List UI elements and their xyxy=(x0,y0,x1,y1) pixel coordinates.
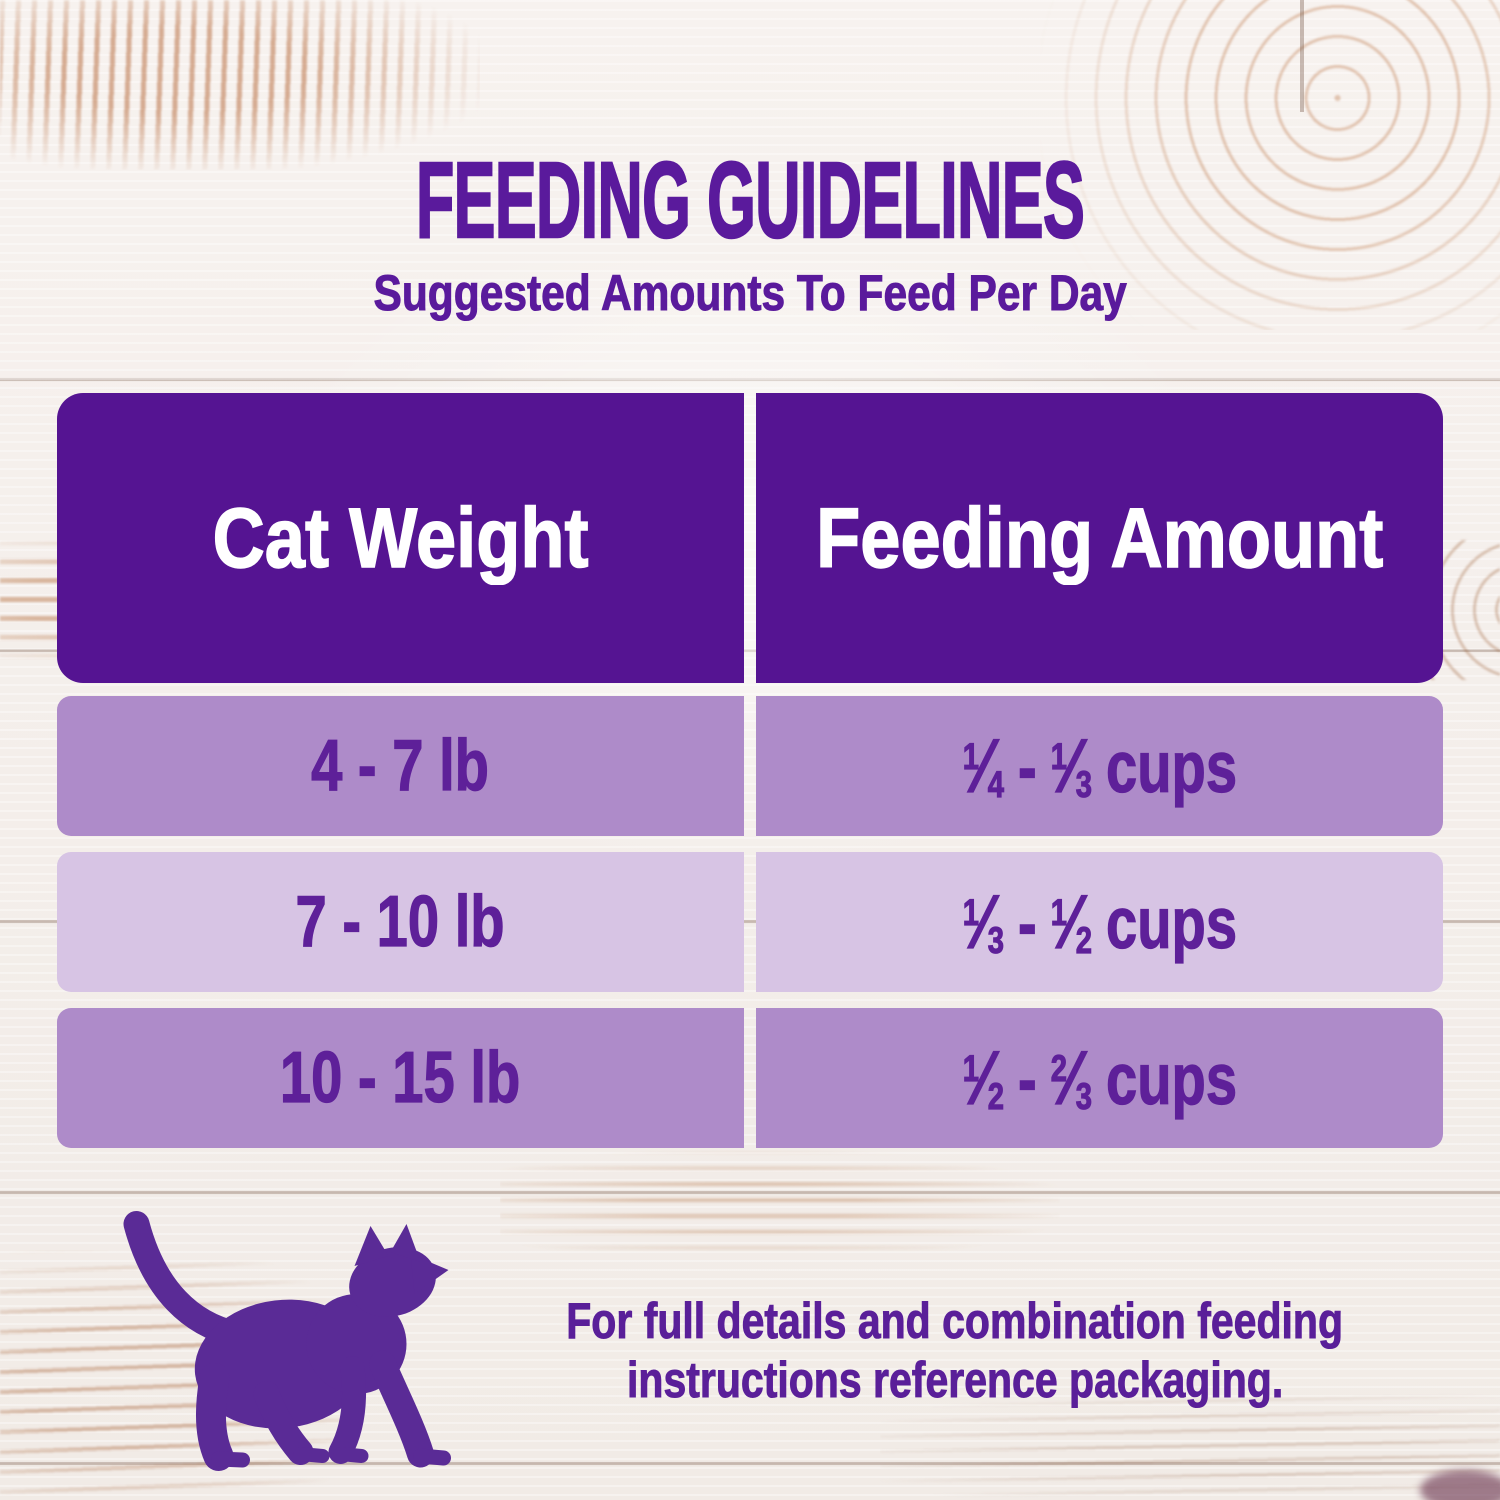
fraction: 1⁄4 xyxy=(962,723,1004,810)
fraction-denominator: 4 xyxy=(987,762,1004,805)
fraction-denominator: 2 xyxy=(987,1074,1004,1117)
fraction-numerator: 1 xyxy=(962,890,979,933)
fraction: 1⁄3 xyxy=(1050,723,1092,810)
wood-grain-decoration xyxy=(0,0,480,170)
page-title: FEEDING GUIDELINES xyxy=(0,139,1500,260)
fraction-denominator: 3 xyxy=(1075,762,1092,805)
amount-unit: cups xyxy=(1105,883,1237,964)
range-separator: - xyxy=(1017,1039,1037,1120)
weight-cell: 4 - 7 lb xyxy=(57,696,744,836)
range-separator: - xyxy=(1017,883,1037,964)
weight-value: 4 - 7 lb xyxy=(311,725,490,806)
column-header-label: Feeding Amount xyxy=(815,490,1384,586)
fraction: 1⁄2 xyxy=(1050,879,1092,966)
fraction-slash: ⁄ xyxy=(1065,879,1077,965)
wood-grain-decoration xyxy=(1420,1470,1500,1500)
amount-value: 1⁄4 - 1⁄3 cups xyxy=(962,723,1237,810)
fraction-numerator: 2 xyxy=(1050,1046,1067,1089)
wood-grain-decoration xyxy=(500,1150,1060,1260)
fraction-slash: ⁄ xyxy=(977,723,988,809)
range-separator: - xyxy=(1017,727,1037,808)
fraction: 1⁄3 xyxy=(962,879,1004,966)
amount-value: 1⁄2 - 2⁄3 cups xyxy=(962,1035,1237,1122)
fraction: 1⁄2 xyxy=(962,1035,1004,1122)
fraction-slash: ⁄ xyxy=(977,879,988,965)
amount-cell: 1⁄2 - 2⁄3 cups xyxy=(756,1008,1443,1148)
amount-value: 1⁄3 - 1⁄2 cups xyxy=(962,879,1237,966)
feeding-table: Cat Weight Feeding Amount 4 - 7 lb 1⁄4 -… xyxy=(57,393,1443,1148)
page-title-text: FEEDING GUIDELINES xyxy=(415,139,1085,260)
wood-grain-decoration xyxy=(1300,0,1304,112)
fraction-numerator: 1 xyxy=(1050,890,1067,933)
table-header-row: Cat Weight Feeding Amount xyxy=(57,393,1443,683)
fraction-denominator: 2 xyxy=(1075,918,1092,961)
column-header-cat-weight: Cat Weight xyxy=(57,393,744,683)
weight-cell: 10 - 15 lb xyxy=(57,1008,744,1148)
fraction-slash: ⁄ xyxy=(1065,1035,1077,1121)
column-header-feeding-amount: Feeding Amount xyxy=(756,393,1443,683)
fraction-numerator: 1 xyxy=(1050,734,1067,777)
fraction-denominator: 3 xyxy=(1075,1074,1092,1117)
cat-silhouette-icon xyxy=(123,1211,451,1471)
fraction-slash: ⁄ xyxy=(977,1035,988,1121)
footer-line-2: instructions reference packaging. xyxy=(626,1351,1284,1408)
amount-cell: 1⁄4 - 1⁄3 cups xyxy=(756,696,1443,836)
amount-unit: cups xyxy=(1105,1039,1237,1120)
table-row: 7 - 10 lb 1⁄3 - 1⁄2 cups xyxy=(57,852,1443,992)
fraction-numerator: 1 xyxy=(962,734,979,777)
fraction-denominator: 3 xyxy=(987,918,1004,961)
fraction-slash: ⁄ xyxy=(1065,723,1077,809)
amount-cell: 1⁄3 - 1⁄2 cups xyxy=(756,852,1443,992)
weight-value: 10 - 15 lb xyxy=(280,1037,521,1118)
weight-cell: 7 - 10 lb xyxy=(57,852,744,992)
table-row: 4 - 7 lb 1⁄4 - 1⁄3 cups xyxy=(57,696,1443,836)
fraction: 2⁄3 xyxy=(1050,1035,1092,1122)
footer-note: For full details and combination feeding… xyxy=(470,1292,1440,1409)
table-row: 10 - 15 lb 1⁄2 - 2⁄3 cups xyxy=(57,1008,1443,1148)
footer-line-1: For full details and combination feeding xyxy=(566,1293,1344,1350)
amount-unit: cups xyxy=(1105,727,1237,808)
fraction-numerator: 1 xyxy=(962,1046,979,1089)
page-subtitle: Suggested Amounts To Feed Per Day xyxy=(0,265,1500,321)
page-subtitle-text: Suggested Amounts To Feed Per Day xyxy=(373,265,1127,321)
weight-value: 7 - 10 lb xyxy=(295,881,506,962)
column-header-label: Cat Weight xyxy=(212,490,589,586)
